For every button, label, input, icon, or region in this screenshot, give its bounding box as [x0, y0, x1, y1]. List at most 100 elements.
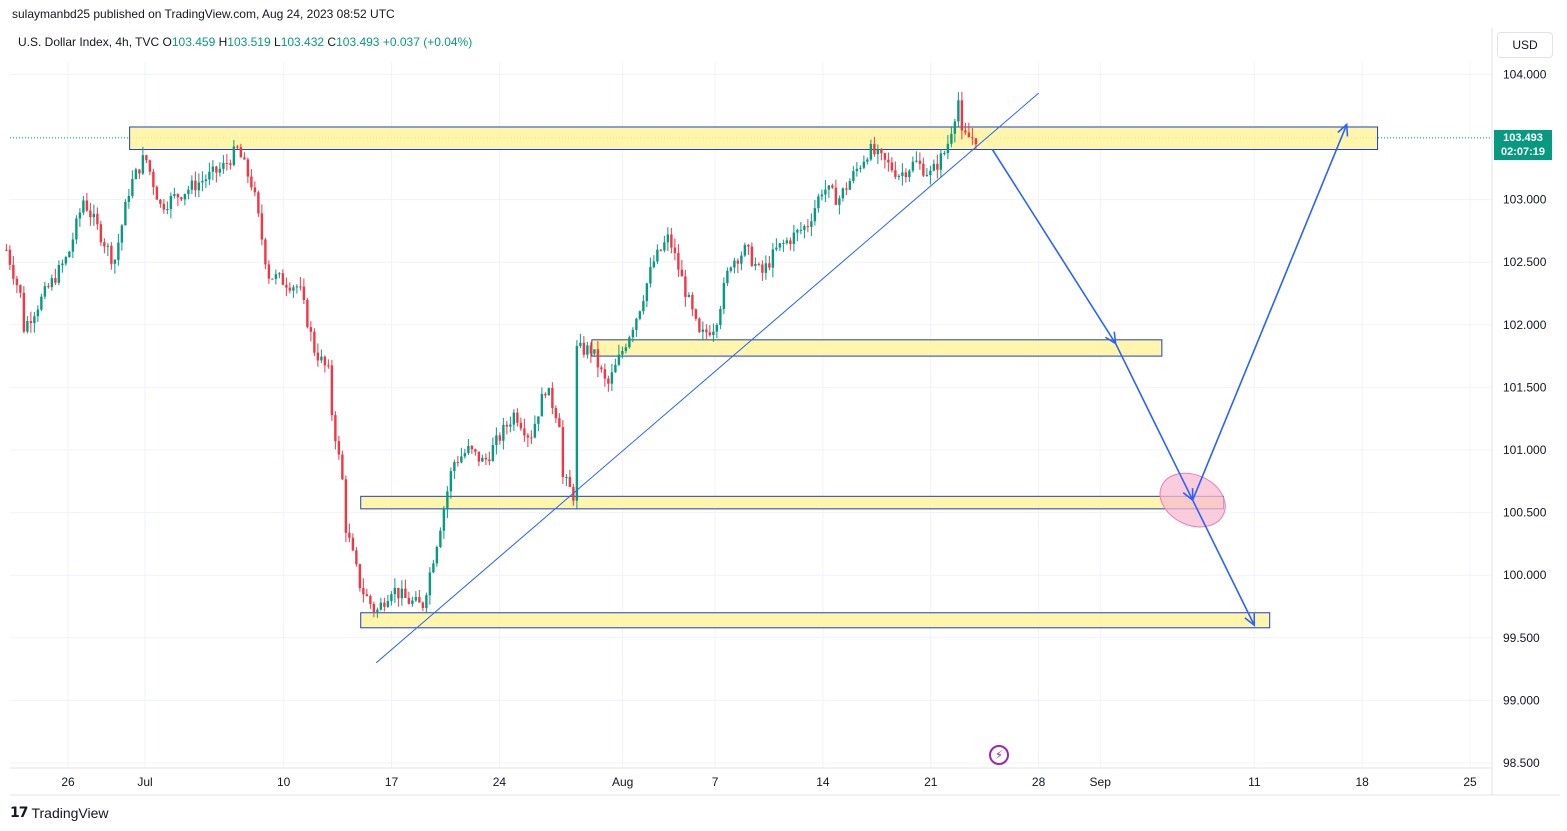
candle-body: [628, 337, 631, 348]
candle-body: [390, 594, 393, 602]
candle-body: [579, 342, 582, 346]
candle-body: [817, 196, 820, 209]
candle-body: [316, 352, 320, 361]
candle-body: [250, 176, 253, 188]
candle-body: [964, 130, 967, 133]
candle-body: [75, 218, 78, 240]
candle-body: [117, 242, 120, 260]
candle-body: [428, 572, 432, 596]
price-tick-label: 104.000: [1503, 67, 1547, 81]
candle-body: [663, 242, 666, 251]
high-value: 103.519: [227, 35, 271, 49]
open-label: O: [162, 35, 172, 49]
candle-body: [183, 193, 187, 200]
candle-body: [393, 587, 397, 595]
price-tick-label: 103.000: [1503, 193, 1547, 207]
candle-body: [78, 212, 82, 219]
tradingview-logo[interactable]: 17 TradingView: [10, 805, 109, 821]
candle-body: [341, 454, 344, 480]
time-tick-label: 24: [493, 775, 507, 789]
candle-body: [285, 284, 288, 288]
candle-body: [162, 203, 166, 210]
candle-body: [8, 249, 12, 265]
candle-body: [656, 249, 659, 262]
candle-body: [526, 435, 530, 438]
candle-body: [596, 349, 600, 368]
currency-button[interactable]: USD: [1497, 32, 1553, 58]
candle-body: [897, 175, 901, 177]
candle-body: [495, 435, 498, 446]
candle-body: [736, 260, 740, 264]
candle-body: [225, 162, 229, 164]
candle-body: [201, 180, 204, 183]
candle-body: [803, 226, 806, 230]
candle-body: [246, 159, 250, 177]
price-tick-label: 99.000: [1503, 693, 1540, 707]
trend-drawings: [375, 92, 1349, 664]
candle-body: [929, 170, 932, 176]
support-resistance-zones: [129, 126, 1379, 629]
price-tick-label: 102.000: [1503, 318, 1547, 332]
candle-body: [47, 286, 50, 288]
candle-body: [460, 456, 463, 463]
close-value: 103.493: [336, 35, 380, 49]
candle-body: [131, 179, 134, 196]
candle-body: [407, 597, 411, 604]
candle-body: [43, 286, 47, 297]
candle-body: [421, 602, 425, 608]
candle-body: [484, 457, 488, 460]
candle-body: [397, 587, 400, 599]
candle-body: [551, 387, 554, 409]
candle-body: [68, 251, 71, 258]
candle-body: [502, 424, 505, 441]
candle-body: [953, 121, 957, 134]
candle-body: [481, 457, 484, 462]
trendline: [375, 92, 1039, 664]
candle-body: [589, 345, 593, 354]
candle-body: [799, 229, 803, 231]
candle-body: [901, 172, 904, 176]
candle-body: [449, 471, 453, 492]
lightning-icon[interactable]: ⚡: [989, 745, 1009, 765]
candle-body: [463, 453, 467, 457]
candle-body: [887, 159, 890, 163]
arrowhead: [1105, 331, 1117, 346]
candle-body: [859, 167, 862, 169]
publisher-line: sulaymanbd25 published on TradingView.co…: [12, 7, 395, 21]
chart-grid: [10, 62, 1492, 768]
high-label: H: [218, 35, 228, 49]
candle-body: [960, 100, 964, 131]
candle-body: [565, 477, 568, 479]
candle-body: [789, 240, 792, 244]
candle-body: [852, 171, 855, 182]
candle-body: [638, 311, 642, 319]
candle-body: [593, 349, 596, 354]
candle-body: [848, 181, 852, 190]
time-tick-label: Sep: [1090, 775, 1112, 789]
candle-body: [743, 244, 747, 256]
alt-projection-path: [1191, 124, 1348, 501]
candle-body: [908, 170, 911, 178]
time-tick-label: 28: [1032, 775, 1046, 789]
candle-body: [792, 232, 796, 244]
candle-body: [446, 491, 449, 510]
price-zone: [591, 339, 1163, 357]
candle-body: [36, 309, 40, 317]
candle-body: [379, 602, 383, 610]
candle-body: [211, 166, 215, 172]
candle-body: [701, 329, 705, 332]
candle-body: [624, 347, 628, 351]
candle-body: [586, 345, 589, 355]
candle-body: [943, 153, 946, 155]
time-tick-label: 10: [277, 775, 291, 789]
candle-body: [824, 189, 827, 195]
last-price-badge: 103.493 02:07:19: [1494, 129, 1552, 160]
candle-body: [477, 451, 481, 462]
candle-body: [761, 264, 764, 273]
time-tick-label: 14: [816, 775, 830, 789]
candle-body: [40, 296, 43, 310]
candle-body: [264, 239, 267, 265]
candle-body: [148, 160, 152, 172]
candle-body: [488, 459, 491, 462]
